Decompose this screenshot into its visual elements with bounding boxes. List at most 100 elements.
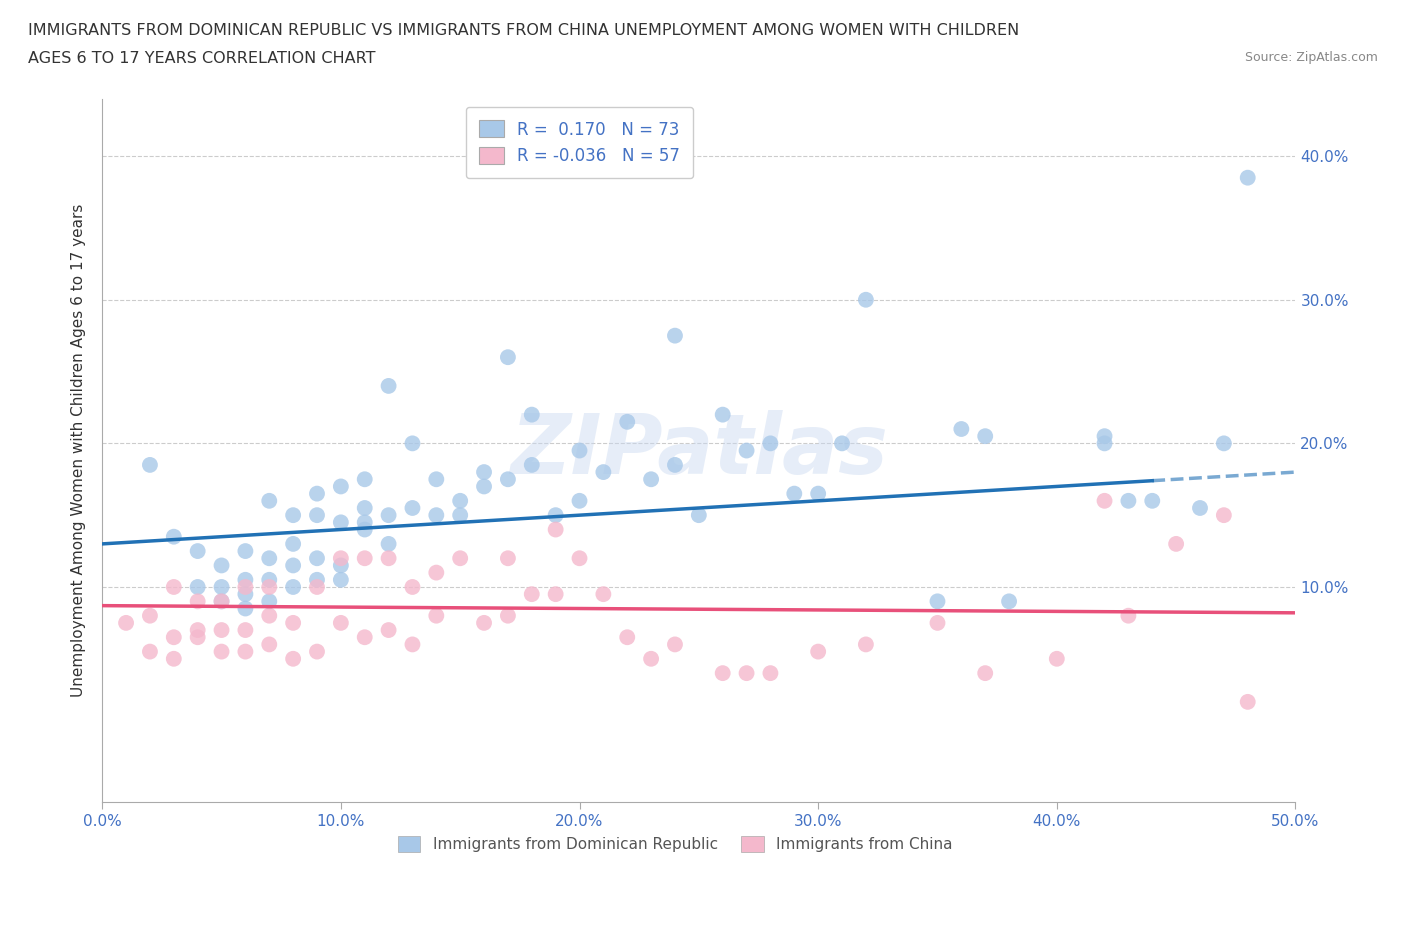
Point [187,544,209,559]
Point [974,429,997,444]
Point [807,644,830,659]
Point [259,579,281,594]
Point [211,644,233,659]
Point [353,551,375,565]
Point [401,436,423,451]
Point [235,587,257,602]
Point [329,558,352,573]
Point [496,608,519,623]
Point [974,666,997,681]
Point [472,616,495,631]
Point [950,421,973,436]
Point [235,579,257,594]
Point [329,551,352,565]
Point [472,479,495,494]
Point [353,472,375,486]
Point [711,666,734,681]
Point [1212,508,1234,523]
Point [259,572,281,587]
Point [735,443,758,458]
Point [305,579,328,594]
Point [544,508,567,523]
Point [281,537,304,551]
Point [568,494,591,509]
Point [377,622,399,637]
Point [711,407,734,422]
Point [1142,494,1164,509]
Point [759,666,782,681]
Point [783,486,806,501]
Text: IMMIGRANTS FROM DOMINICAN REPUBLIC VS IMMIGRANTS FROM CHINA UNEMPLOYMENT AMONG W: IMMIGRANTS FROM DOMINICAN REPUBLIC VS IM… [28,23,1019,38]
Point [211,579,233,594]
Legend: Immigrants from Dominican Republic, Immigrants from China: Immigrants from Dominican Republic, Immi… [391,830,959,858]
Point [520,458,543,472]
Point [259,637,281,652]
Point [831,436,853,451]
Point [1212,436,1234,451]
Point [640,651,662,666]
Point [305,486,328,501]
Point [163,579,186,594]
Point [353,522,375,537]
Point [187,622,209,637]
Point [425,508,447,523]
Point [305,551,328,565]
Point [163,651,186,666]
Point [115,616,138,631]
Point [305,572,328,587]
Point [353,515,375,530]
Point [139,608,162,623]
Point [187,579,209,594]
Point [329,572,352,587]
Point [520,407,543,422]
Point [807,486,830,501]
Point [520,587,543,602]
Point [425,472,447,486]
Point [664,637,686,652]
Point [616,630,638,644]
Point [1046,651,1069,666]
Point [259,594,281,609]
Point [305,508,328,523]
Point [449,551,471,565]
Point [927,594,949,609]
Point [1166,537,1188,551]
Point [329,479,352,494]
Point [401,637,423,652]
Point [235,544,257,559]
Text: ZIPatlas: ZIPatlas [510,410,887,491]
Point [353,630,375,644]
Point [616,415,638,430]
Point [329,515,352,530]
Point [496,551,519,565]
Point [998,594,1021,609]
Point [1188,500,1211,515]
Point [235,572,257,587]
Point [735,666,758,681]
Point [592,465,614,480]
Point [235,601,257,616]
Point [568,551,591,565]
Point [281,651,304,666]
Point [759,436,782,451]
Point [544,587,567,602]
Point [449,494,471,509]
Point [211,558,233,573]
Point [211,622,233,637]
Point [281,579,304,594]
Point [640,472,662,486]
Point [472,465,495,480]
Y-axis label: Unemployment Among Women with Children Ages 6 to 17 years: Unemployment Among Women with Children A… [72,204,86,698]
Point [281,616,304,631]
Point [377,508,399,523]
Point [281,508,304,523]
Point [211,594,233,609]
Point [425,565,447,580]
Point [377,537,399,551]
Point [329,616,352,631]
Point [139,644,162,659]
Point [496,350,519,365]
Point [592,587,614,602]
Point [235,644,257,659]
Point [1118,608,1140,623]
